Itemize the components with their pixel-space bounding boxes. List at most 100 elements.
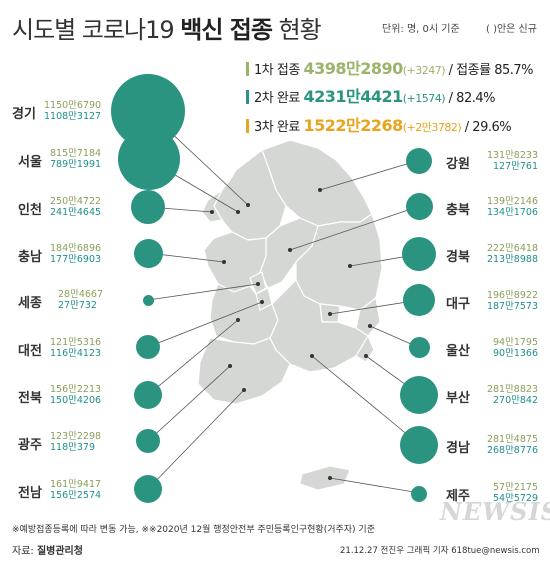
first-dose-value: 57만2175 xyxy=(492,482,538,493)
map-region-busan xyxy=(355,334,375,363)
summary-third-dose: 3차 완료 1522만2268(+2만3782) / 29.6% xyxy=(246,112,512,136)
region-label-seoul: 서울 xyxy=(18,155,42,170)
second-dose-value: 134만1706 xyxy=(486,207,538,218)
unit-label: 단위: 명, 0시 기준 xyxy=(382,24,460,35)
region-values-chungbuk: 139만2146 134만1706 xyxy=(476,196,538,218)
first-dose-value: 250만4722 xyxy=(50,196,102,207)
leader-sejong xyxy=(147,283,259,301)
leader-jeonbuk xyxy=(147,319,239,396)
leader-dot-busan xyxy=(364,354,368,358)
bubble-daegu xyxy=(403,284,435,316)
summary-first-dose: 1차 접종 4398만2890(+3247) / 접종률 85.7% xyxy=(246,55,534,79)
leader-dot-seoul xyxy=(236,210,240,214)
first-dose-value: 281만4875 xyxy=(486,434,538,445)
leader-dot-gwangju xyxy=(228,364,232,368)
leader-dot-chungbuk xyxy=(288,248,292,252)
second-dose-value: 27만732 xyxy=(58,300,97,311)
leader-dot-ulsan xyxy=(368,324,372,328)
leader-dot-gyeonggi xyxy=(246,203,250,207)
summary-label: 2차 완료 xyxy=(254,91,300,106)
leader-dot-gangwon xyxy=(318,188,322,192)
region-values-daegu: 196만8922 187만7573 xyxy=(476,290,538,312)
unit-note: ( )안은 신규 xyxy=(486,24,537,35)
region-values-gangwon: 131만8233 127만761 xyxy=(476,150,538,172)
second-dose-value: 90만1366 xyxy=(492,348,538,359)
newsis-watermark: NEWSIS xyxy=(440,497,550,526)
source-name: 질병관리청 xyxy=(36,546,83,557)
source-line: 자료: 질병관리청 xyxy=(12,542,83,557)
second-dose-value: 213만8988 xyxy=(486,254,538,265)
region-values-ulsan: 94만1795 90만1366 xyxy=(476,337,538,359)
bubble-seoul xyxy=(118,128,180,190)
bubble-jeju xyxy=(411,486,427,502)
leader-jeju xyxy=(329,477,421,494)
region-values-jeonnam: 161만9417 156만2574 xyxy=(50,479,101,501)
leader-dots xyxy=(210,188,372,480)
bubble-gangwon xyxy=(406,148,432,174)
leader-dot-gyeongnam xyxy=(310,354,314,358)
leader-daejeon xyxy=(147,301,263,348)
region-values-incheon: 250만4722 241만4645 xyxy=(50,196,101,218)
leader-dot-gyeongbuk xyxy=(348,264,352,268)
region-label-gyeongnam: 경남 xyxy=(446,441,470,456)
leader-gyeongnam xyxy=(311,355,421,446)
region-values-chungnam: 184만6896 177만6903 xyxy=(50,243,101,265)
summary-increase: (+3247) xyxy=(402,64,446,77)
summary-bar xyxy=(246,90,249,104)
second-dose-value: 127만761 xyxy=(492,161,538,172)
map-region-jeju xyxy=(299,465,351,491)
summary-bar xyxy=(246,119,249,133)
first-dose-value: 131만8233 xyxy=(486,150,538,161)
second-dose-value: 118만379 xyxy=(50,442,96,453)
first-dose-value: 94만1795 xyxy=(492,337,538,348)
bubble-daejeon xyxy=(136,335,160,359)
region-label-gyeonggi: 경기 xyxy=(12,107,36,122)
summary-rate: / 29.6% xyxy=(464,120,512,135)
second-dose-value: 789만1991 xyxy=(50,159,102,170)
first-dose-value: 1150만6790 xyxy=(44,100,102,111)
second-dose-value: 187만7573 xyxy=(486,301,538,312)
first-dose-value: 815만7184 xyxy=(50,148,102,159)
region-label-chungnam: 충남 xyxy=(18,250,42,265)
first-dose-value: 161만9417 xyxy=(50,479,102,490)
bubble-gyeongbuk xyxy=(402,237,436,271)
region-values-daejeon: 121만5316 116만4123 xyxy=(50,337,101,359)
bubble-gwangju xyxy=(136,429,160,453)
region-values-jeonbuk: 156만2213 150만4206 xyxy=(50,384,101,406)
region-values-busan: 281만8823 270만842 xyxy=(476,384,538,406)
leader-gangwon xyxy=(319,159,421,191)
first-dose-value: 28만4667 xyxy=(58,289,104,300)
bubble-jeonbuk xyxy=(134,381,162,409)
bubble-gyeongnam xyxy=(400,426,438,464)
credit-line: 21.12.27 전진우 그래픽 기자 618tue@newsis.com xyxy=(340,546,540,556)
first-dose-value: 121만5316 xyxy=(50,337,102,348)
footnote: ※예방접종등록에 따라 변동 가능, ※※2020년 12월 행정안전부 주민등… xyxy=(12,525,375,535)
second-dose-value: 177만6903 xyxy=(50,254,102,265)
region-values-gyeongbuk: 222만6418 213만8988 xyxy=(476,243,538,265)
leader-dot-jeonbuk xyxy=(236,318,240,322)
source-label: 자료: xyxy=(12,546,37,557)
bubble-chungbuk xyxy=(406,193,433,220)
summary-increase: (+1574) xyxy=(402,92,446,105)
region-label-sejong: 세종 xyxy=(18,296,42,311)
title-bold: 백신 접종 xyxy=(180,16,273,44)
leader-dot-jeju xyxy=(328,476,332,480)
region-label-gangwon: 강원 xyxy=(446,157,470,172)
summary-increase: (+2만3782) xyxy=(402,121,462,134)
map-mainland xyxy=(197,139,383,405)
region-label-jeju: 제주 xyxy=(446,489,470,504)
region-label-jeonbuk: 전북 xyxy=(18,391,42,406)
summary-value: 1522만2268 xyxy=(303,116,403,135)
region-values-gyeonggi: 1150만6790 1108만3127 xyxy=(44,100,101,122)
region-label-daegu: 대구 xyxy=(446,297,470,312)
region-values-sejong: 28만4667 27만732 xyxy=(58,289,103,311)
summary-label: 1차 접종 xyxy=(254,63,300,78)
first-dose-value: 123만2298 xyxy=(50,431,102,442)
leader-dot-sejong xyxy=(256,282,260,286)
region-values-seoul: 815만7184 789만1991 xyxy=(50,148,101,170)
second-dose-value: 54만5729 xyxy=(492,493,538,504)
summary-rate: / 접종률 85.7% xyxy=(448,63,534,78)
second-dose-value: 270만842 xyxy=(492,395,538,406)
leader-dot-chungnam xyxy=(222,260,226,264)
first-dose-value: 281만8823 xyxy=(486,384,538,395)
